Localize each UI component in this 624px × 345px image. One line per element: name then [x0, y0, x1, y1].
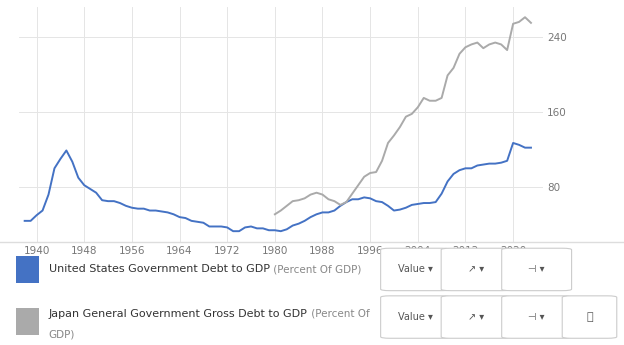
Text: (Percent Of: (Percent Of [308, 309, 369, 319]
Text: Value ▾: Value ▾ [398, 312, 433, 322]
FancyBboxPatch shape [562, 296, 617, 338]
Text: GDP): GDP) [49, 330, 75, 339]
Text: Value ▾: Value ▾ [398, 265, 433, 274]
Bar [16, 256, 39, 283]
FancyBboxPatch shape [441, 296, 511, 338]
FancyBboxPatch shape [441, 248, 511, 290]
Text: (Percent Of GDP): (Percent Of GDP) [270, 265, 361, 274]
FancyBboxPatch shape [381, 248, 451, 290]
FancyBboxPatch shape [502, 296, 572, 338]
FancyBboxPatch shape [381, 296, 451, 338]
Text: ↗ ▾: ↗ ▾ [468, 312, 484, 322]
FancyBboxPatch shape [502, 248, 572, 290]
Text: ⊣ ▾: ⊣ ▾ [529, 265, 545, 274]
Text: Japan General Government Gross Debt to GDP: Japan General Government Gross Debt to G… [49, 309, 308, 319]
Text: 🗑: 🗑 [586, 312, 593, 322]
Text: United States Government Debt to GDP: United States Government Debt to GDP [49, 265, 270, 274]
Text: ⊣ ▾: ⊣ ▾ [529, 312, 545, 322]
Text: ↗ ▾: ↗ ▾ [468, 265, 484, 274]
Bar [16, 308, 39, 335]
